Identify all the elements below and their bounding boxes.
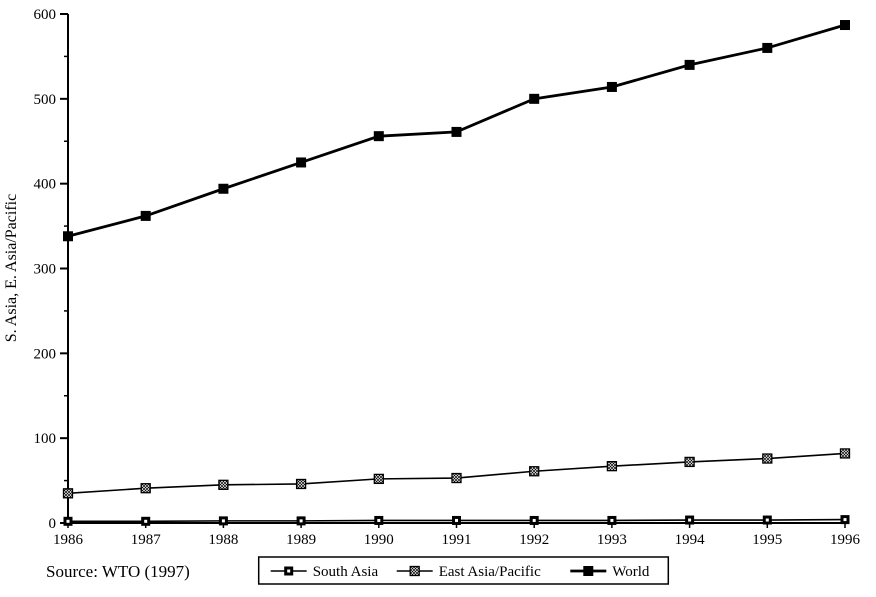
series-lines [62,20,851,526]
y-tick-label: 400 [34,177,57,193]
marker-filled-square [583,566,594,576]
marker-filled-square [684,59,695,70]
marker-dot [221,519,225,523]
legend: South Asia East Asia/Pacific World [257,556,670,585]
marker-dot [765,518,769,522]
marker-hatched-square [529,466,540,477]
marker-hatched-square [218,479,229,490]
y-tick-label: 100 [34,431,57,447]
marker-dot [688,518,692,522]
x-tick-label: 1992 [519,532,549,548]
y-tick-label: 200 [34,346,57,362]
x-tick-label: 1987 [131,532,162,548]
x-tick-label: 1994 [675,532,706,548]
marker-filled-square [762,42,773,53]
marker-hatched-square [684,456,695,468]
legend-label-east-asia-pacific: East Asia/Pacific [439,564,541,580]
marker-hatched-square [606,461,618,472]
y-tick-label: 500 [34,92,57,108]
marker-dot [455,518,458,522]
marker-filled-square [63,231,73,242]
y-tick-label: 600 [34,7,57,23]
marker-filled-square [140,210,151,221]
legend-label-world: World [612,564,650,580]
marker-hatched-square [140,483,151,494]
marker-hatched-square [62,488,74,499]
marker-filled-square [840,20,850,31]
marker-dot [532,518,536,522]
marker-dot [287,569,291,573]
marker-dot [377,518,381,522]
marker-dot [299,519,303,523]
x-tick-label: 1990 [364,532,394,548]
x-tick-label: 1988 [208,532,238,548]
marker-dot [66,519,70,523]
marker-filled-square [529,93,540,104]
x-tick-label: 1996 [830,532,861,548]
marker-filled-square [373,131,384,142]
marker-dot [144,519,148,523]
source-note: Source: WTO (1997) [46,562,190,581]
y-axis-label: S. Asia, E. Asia/Pacific [3,194,20,342]
marker-hatched-square [295,478,307,490]
marker-hatched-square [451,472,462,484]
y-tick-label: 0 [49,516,57,532]
axes: 0 100 200 300 400 500 600 1986 1987 1988 1989 1990 1… [34,7,861,548]
marker-filled-square [451,126,462,137]
y-tick-label: 300 [34,262,57,278]
marker-filled-square [296,157,307,168]
marker-hatched-square [839,448,851,459]
x-tick-label: 1989 [286,532,316,548]
x-tick-label: 1986 [53,532,84,548]
marker-hatched-square [762,453,773,464]
marker-dot [843,518,847,522]
marker-filled-square [606,81,617,92]
x-tick-label: 1991 [442,532,472,548]
legend-label-south-asia: South Asia [313,564,379,580]
marker-hatched-square [373,473,384,485]
marker-hatched-square [409,565,420,577]
x-tick-label: 1993 [597,532,627,548]
marker-filled-square [218,183,229,194]
x-tick-label: 1995 [752,532,782,548]
marker-dot [610,518,614,522]
